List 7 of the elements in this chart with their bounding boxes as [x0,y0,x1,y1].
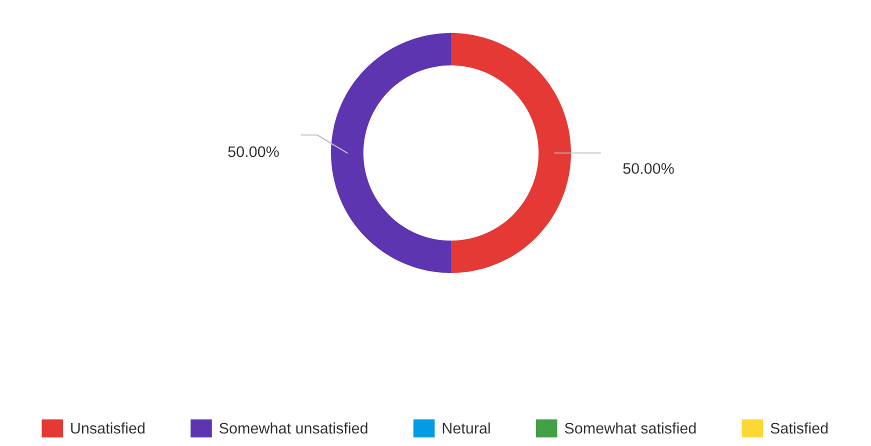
data-label: 50.00% [228,146,279,158]
legend-label: Satisfied [770,422,828,434]
legend-label: Unsatisfied [71,422,145,434]
legend-label: Netural [442,422,490,434]
legend-label: Somewhat satisfied [564,422,696,434]
legend-label: Somewhat unsatisfied [220,422,368,434]
data-label: 50.00% [623,163,674,174]
